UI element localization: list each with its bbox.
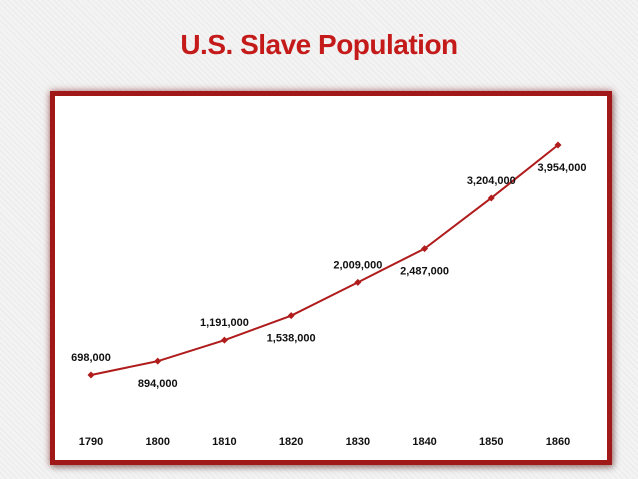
line-chart: 698,000 894,000 1,191,000 1,538,000 2,009,00… bbox=[71, 141, 586, 448]
data-point-marker bbox=[287, 312, 295, 320]
chart-frame: 698,000 894,000 1,191,000 1,538,000 2,009,00… bbox=[50, 91, 612, 465]
x-tick-label: 1860 bbox=[546, 436, 570, 448]
x-tick-label: 1820 bbox=[279, 436, 303, 448]
data-label: 1,538,000 bbox=[267, 333, 316, 345]
series-line-layer bbox=[90, 144, 559, 376]
series-line bbox=[90, 144, 559, 376]
data-label: 3,204,000 bbox=[467, 175, 516, 187]
data-point-marker bbox=[487, 194, 495, 202]
data-point-marker bbox=[87, 371, 95, 379]
slide-title: U.S. Slave Population bbox=[180, 29, 458, 60]
x-tick-label: 1850 bbox=[479, 436, 503, 448]
data-point-marker bbox=[220, 336, 228, 344]
x-tick-label: 1830 bbox=[346, 436, 370, 448]
data-label-layer: 698,000 894,000 1,191,000 1,538,000 2,009,00… bbox=[71, 162, 586, 390]
data-label: 698,000 bbox=[71, 352, 111, 364]
data-label: 2,487,000 bbox=[400, 266, 449, 278]
x-tick-label: 1840 bbox=[412, 436, 436, 448]
x-tick-label: 1790 bbox=[79, 436, 103, 448]
data-label: 1,191,000 bbox=[200, 317, 249, 329]
x-tick-label: 1810 bbox=[212, 436, 236, 448]
data-point-marker bbox=[421, 245, 429, 253]
marker-layer bbox=[87, 141, 562, 379]
data-label: 2,009,000 bbox=[333, 259, 382, 271]
x-tick-label: 1800 bbox=[145, 436, 169, 448]
data-point-marker bbox=[354, 278, 362, 286]
data-label: 894,000 bbox=[138, 378, 178, 390]
data-point-marker bbox=[154, 357, 162, 365]
x-axis-tick-labels: 1790 1800 1810 1820 1830 1840 1850 1860 bbox=[79, 436, 570, 448]
data-label: 3,954,000 bbox=[538, 162, 587, 174]
data-point-marker bbox=[554, 141, 562, 149]
